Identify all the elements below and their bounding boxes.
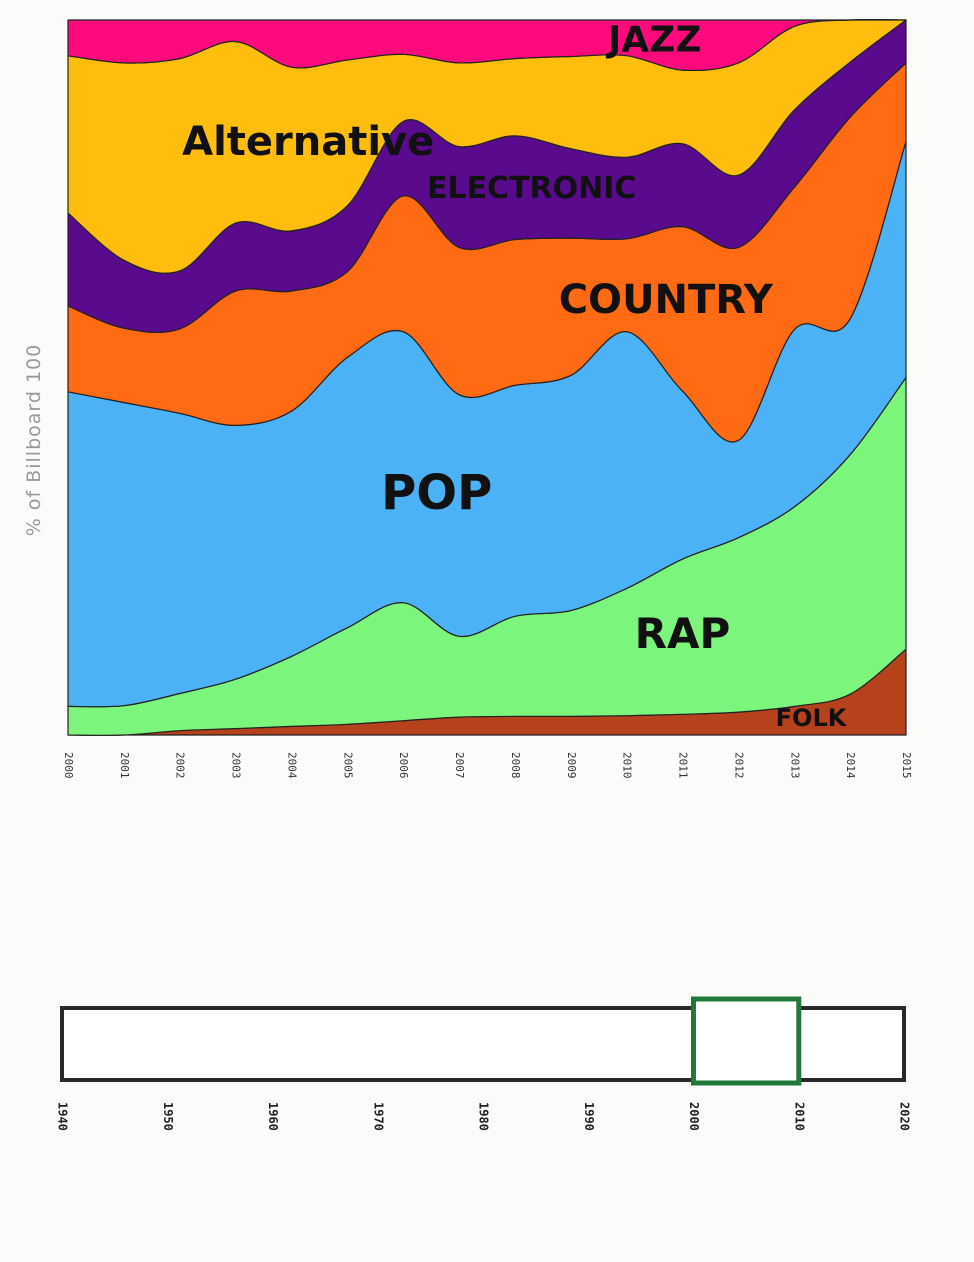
slider-tick-label: 2020 [898,1102,912,1131]
x-tick-label: 2005 [341,752,354,779]
x-tick-label: 2014 [844,752,857,779]
x-tick-label: 2009 [565,752,578,779]
x-tick-label: 2006 [397,752,410,779]
x-axis-ticks: 2000 2001 2002 2003 2004 2005 2006 2007 2008 2009… [62,752,913,779]
stacked-area-chart: FOLK RAP POP COUNTRY ELECTRONIC Alternative JA… [62,18,913,779]
x-tick-label: 2012 [732,752,745,779]
slider-tick-label: 1980 [477,1102,491,1131]
series-label-country: COUNTRY [559,277,774,323]
slider-tick-label: 1950 [161,1102,175,1131]
slider-ticks: 1940 1950 1960 1970 1980 1990 2000 2010 2020 [56,1102,912,1131]
slider-tick-label: 2000 [687,1102,701,1131]
x-tick-label: 2000 [62,752,75,779]
series-label-folk: FOLK [776,704,848,732]
slider-window-handle[interactable] [691,996,802,1086]
x-tick-label: 2001 [118,752,131,779]
area-layers [67,18,907,736]
series-labels: FOLK RAP POP COUNTRY ELECTRONIC Alternative JA… [182,20,848,732]
slider-tick-label: 1970 [371,1102,385,1131]
x-tick-label: 2015 [900,752,913,779]
x-tick-label: 2008 [509,752,522,779]
x-tick-label: 2004 [286,752,299,779]
year-range-slider[interactable]: 1940 1950 1960 1970 1980 1990 2000 2010 2020 [0,990,974,1190]
slider-tick-label: 1940 [56,1102,70,1131]
x-tick-label: 2013 [788,752,801,779]
y-axis-label: % of Billboard 100 [23,343,45,537]
x-tick-label: 2011 [677,752,690,779]
series-label-jazz: JAZZ [605,20,701,61]
series-label-rap: RAP [635,609,731,658]
series-label-electronic: ELECTRONIC [427,171,636,206]
slider-tick-label: 1990 [582,1102,596,1131]
slider-tick-label: 2010 [792,1102,806,1131]
x-tick-label: 2007 [453,752,466,779]
x-tick-label: 2002 [174,752,187,779]
area-jazz [67,18,907,72]
x-tick-label: 2003 [230,752,243,779]
slider-tick-label: 1960 [266,1102,280,1131]
x-tick-label: 2010 [621,752,634,779]
series-label-pop: POP [381,465,492,521]
series-label-alternative: Alternative [182,119,434,165]
